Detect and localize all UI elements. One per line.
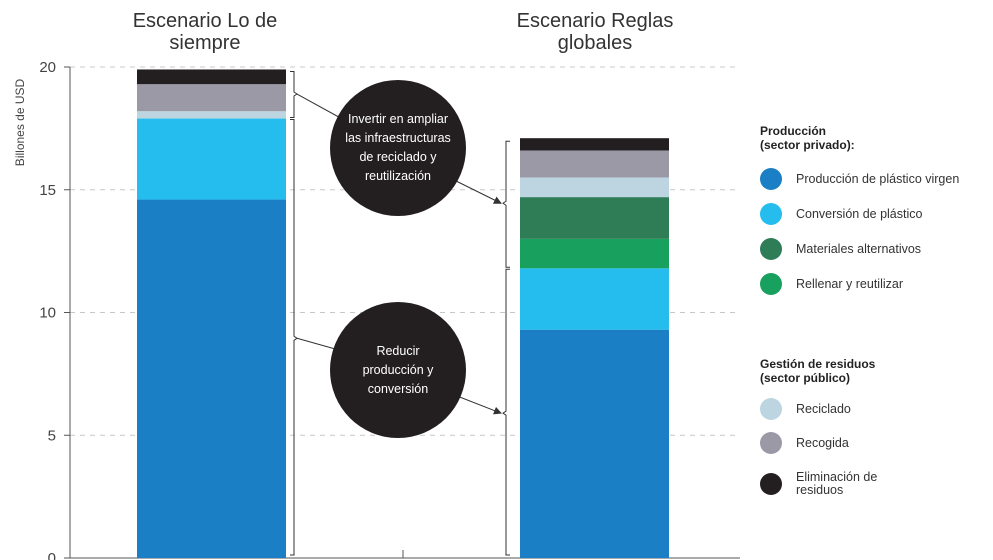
bar-segment xyxy=(137,84,286,112)
legend-heading-line: Gestión de residuos xyxy=(760,357,876,371)
legend-heading-line: (sector público) xyxy=(760,371,851,385)
legend-label: Rellenar y reutilizar xyxy=(796,276,903,291)
legend-heading-line: Producción xyxy=(760,124,827,138)
legend-heading-line: (sector privado): xyxy=(760,138,855,152)
bar-segment xyxy=(137,69,286,85)
y-tick-label: 10 xyxy=(39,305,56,322)
annotation-line: conversión xyxy=(367,381,429,396)
legend-swatch xyxy=(760,203,782,225)
legend-label: Conversión de plástico xyxy=(796,206,923,221)
y-axis-label: Billones de USD xyxy=(13,78,27,166)
legend-swatch xyxy=(760,168,782,190)
annotation-line: las infraestructuras xyxy=(345,131,451,145)
legend-item-conversion: Conversión de plástico xyxy=(760,202,922,226)
bar-segment xyxy=(137,199,286,558)
annotation-line: Reducir xyxy=(376,343,420,358)
annotation-line: Invertir en ampliar xyxy=(347,112,449,126)
annotation-line: producción y xyxy=(362,362,434,377)
legend-swatch xyxy=(760,273,782,295)
bar-segment xyxy=(137,111,286,119)
category-title-line: globales xyxy=(557,32,633,54)
category-title-lo-de-siempre: Escenario Lo de siempre xyxy=(85,10,325,54)
legend-label: Producción de plástico virgen xyxy=(796,171,960,186)
annotation-line: de reciclado y xyxy=(359,150,437,164)
category-title-reglas-globales: Escenario Reglas globales xyxy=(475,10,715,54)
legend-label: Materiales alternativos xyxy=(796,241,922,256)
brace-lower-lo-de-siempre xyxy=(290,119,298,556)
bar-segment xyxy=(520,138,669,151)
legend-heading-residuos: Gestión de residuos (sector público) xyxy=(760,357,875,385)
brace-upper-lo-de-siempre xyxy=(290,70,298,119)
category-title-line: Escenario Lo de xyxy=(132,10,278,32)
legend-label-line: Eliminación de xyxy=(796,470,878,484)
legend-swatch xyxy=(760,432,782,454)
legend-item-rellenar-reutilizar: Rellenar y reutilizar xyxy=(760,272,903,296)
legend-swatch xyxy=(760,473,782,495)
brace-lower-reglas-globales xyxy=(502,268,510,556)
connector-invertir-out xyxy=(449,177,502,204)
legend-label: Reciclado xyxy=(796,401,851,416)
legend-item-recogida: Recogida xyxy=(760,431,849,455)
bar-segment xyxy=(520,329,669,558)
legend-label: Eliminación de residuos xyxy=(796,471,877,497)
y-tick-label: 5 xyxy=(48,427,56,444)
legend-item-produccion-virgen: Producción de plástico virgen xyxy=(760,167,959,191)
y-tick-label: 0 xyxy=(48,550,56,560)
category-title-line: siempre xyxy=(169,32,241,54)
legend-item-reciclado: Reciclado xyxy=(760,397,851,421)
category-title-line: Escenario Reglas xyxy=(516,10,674,32)
bar-segment xyxy=(520,197,669,239)
legend-item-materiales-alternativos: Materiales alternativos xyxy=(760,237,921,261)
legend-swatch xyxy=(760,238,782,260)
bar-segment xyxy=(520,150,669,178)
bar-segment xyxy=(137,118,286,200)
annotation-line: reutilización xyxy=(364,169,431,183)
brace-upper-reglas-globales xyxy=(502,140,510,268)
legend-label: Recogida xyxy=(796,435,849,450)
bar-segment xyxy=(520,177,669,198)
annotation-reducir: Reducir producción y conversión xyxy=(330,302,466,438)
annotation-invertir: Invertir en ampliar las infraestructuras… xyxy=(330,80,466,216)
legend-label-line: residuos xyxy=(796,483,844,497)
legend-item-eliminacion: Eliminación de residuos xyxy=(760,471,877,497)
y-tick-label: 15 xyxy=(39,182,56,199)
legend-heading-produccion: Producción (sector privado): xyxy=(760,124,855,152)
bar-segment xyxy=(520,238,669,269)
legend-swatch xyxy=(760,398,782,420)
bar-segment xyxy=(520,268,669,330)
y-tick-label: 20 xyxy=(39,59,56,76)
